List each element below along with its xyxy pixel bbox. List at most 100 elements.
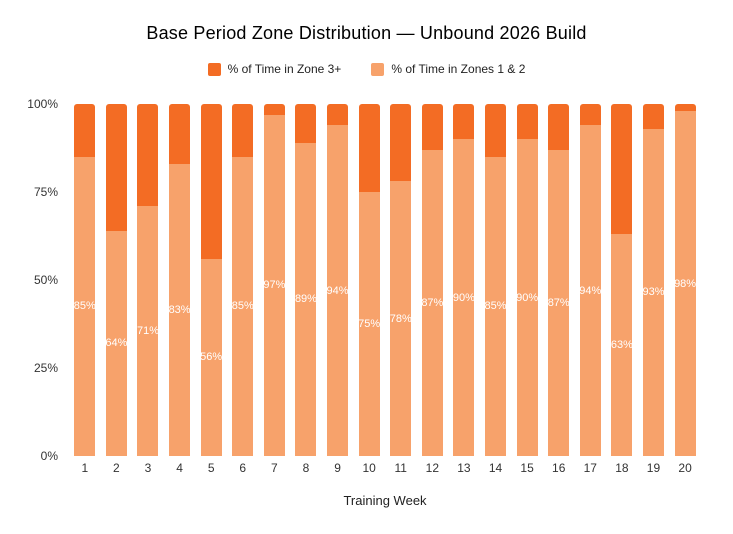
bar-column: 87% (543, 104, 575, 456)
x-tick-label: 18 (615, 461, 629, 475)
segment-zone3plus (453, 104, 475, 140)
bar-column: 85% (480, 104, 512, 456)
legend: % of Time in Zone 3+ % of Time in Zones … (0, 62, 733, 76)
x-tick-label: 9 (334, 461, 341, 475)
bar-column: 87% (417, 104, 449, 456)
x-tick-label: 17 (583, 461, 597, 475)
segment-zones-1-2: 85% (232, 156, 254, 456)
legend-item-zone3: % of Time in Zone 3+ (207, 62, 341, 76)
bar-column: 93% (638, 104, 670, 456)
stacked-bar: 90% (516, 104, 538, 456)
x-tick-label: 6 (239, 461, 247, 475)
x-tick-label: 13 (457, 461, 471, 475)
x-axis: 1 2 3 4 5 6 7 8 9 10 11 12 13 14 15 16 17 18 19 20 (69, 461, 701, 475)
bar-column: 94% (575, 104, 607, 456)
segment-zones-1-2: 75% (358, 192, 380, 456)
segment-zone3plus (421, 104, 443, 150)
bar-value-label: 98% (674, 277, 696, 290)
x-tick-label: 12 (425, 461, 439, 475)
legend-item-zones12: % of Time in Zones 1 & 2 (371, 62, 525, 76)
bar-value-label: 94% (327, 284, 349, 297)
segment-zone3plus (485, 104, 507, 157)
stacked-bar: 87% (548, 104, 570, 456)
legend-swatch-zone3 (207, 62, 221, 76)
x-tick-label: 2 (113, 461, 120, 475)
segment-zone3plus (200, 104, 222, 259)
bar-column: 78% (385, 104, 417, 456)
stacked-bar: 87% (421, 104, 443, 456)
bar-column: 75% (353, 104, 385, 456)
bar-value-label: 83% (169, 303, 191, 316)
x-tick-label: 8 (302, 461, 310, 475)
bar-value-label: 97% (263, 279, 285, 292)
y-tick-label: 0% (40, 449, 58, 463)
y-tick-label: 25% (33, 361, 58, 375)
bar-value-label: 64% (105, 337, 127, 350)
segment-zone3plus (358, 104, 380, 192)
segment-zones-1-2: 93% (642, 128, 664, 456)
stacked-bar: 98% (674, 104, 696, 456)
bar-column: 97% (259, 104, 291, 456)
stacked-bar: 85% (74, 104, 96, 456)
segment-zones-1-2: 78% (390, 181, 412, 456)
y-axis: 0% 25% 50% 75% 100% (0, 97, 58, 463)
x-tick-label: 11 (394, 461, 407, 475)
segment-zone3plus (390, 104, 412, 182)
x-tick-label: 5 (207, 461, 215, 475)
bar-value-label: 89% (295, 293, 317, 306)
segment-zones-1-2: 98% (674, 111, 696, 456)
x-tick-label: 19 (646, 461, 661, 475)
bar-value-label: 56% (200, 351, 222, 364)
bar-column: 89% (290, 104, 322, 456)
segment-zones-1-2: 94% (579, 125, 601, 456)
bar-value-label: 90% (516, 291, 538, 304)
bar-column: 83% (164, 104, 196, 456)
bar-column: 90% (448, 104, 480, 456)
bar-value-label: 93% (642, 286, 664, 299)
bar-value-label: 94% (579, 284, 601, 297)
bar-value-label: 85% (232, 300, 254, 313)
segment-zone3plus (169, 104, 191, 164)
x-tick-label: 14 (488, 461, 503, 475)
segment-zones-1-2: 85% (485, 156, 507, 456)
segment-zones-1-2: 90% (453, 139, 475, 456)
x-tick-label: 3 (144, 461, 152, 475)
segment-zone3plus (137, 104, 159, 207)
stacked-bar: 78% (390, 104, 412, 456)
segment-zones-1-2: 64% (105, 230, 127, 456)
segment-zone3plus (674, 104, 696, 112)
stacked-bar: 83% (169, 104, 191, 456)
stacked-bar: 71% (137, 104, 159, 456)
bar-column: 71% (132, 104, 164, 456)
segment-zone3plus (327, 104, 349, 126)
bar-column: 85% (69, 104, 101, 456)
segment-zone3plus (642, 104, 664, 129)
segment-zones-1-2: 85% (74, 156, 96, 456)
segment-zone3plus (263, 104, 285, 115)
stacked-bar: 63% (611, 104, 633, 456)
x-tick-label: 10 (362, 461, 376, 475)
chart-title: Base Period Zone Distribution — Unbound … (146, 23, 587, 43)
stacked-bar: 85% (232, 104, 254, 456)
bar-value-label: 87% (421, 296, 443, 309)
segment-zone3plus (232, 104, 254, 157)
bars-area: 85% 64% 71% 83% 56% 85% 97% 89% 94% 75% 78% 87% 90% 8… (69, 104, 701, 456)
segment-zone3plus (579, 104, 601, 126)
bar-value-label: 63% (611, 339, 633, 352)
segment-zones-1-2: 90% (516, 139, 538, 456)
x-tick-label: 16 (552, 461, 566, 475)
bar-column: 64% (101, 104, 133, 456)
segment-zones-1-2: 71% (137, 206, 159, 456)
bar-value-label: 87% (548, 296, 570, 309)
segment-zones-1-2: 56% (200, 258, 222, 456)
segment-zones-1-2: 63% (611, 234, 633, 456)
segment-zone3plus (548, 104, 570, 150)
x-tick-label: 7 (271, 461, 278, 475)
x-axis-title: Training Week (343, 493, 427, 508)
x-tick-label: 20 (678, 461, 692, 475)
stacked-bar: 94% (327, 104, 349, 456)
bar-column: 85% (227, 104, 259, 456)
segment-zones-1-2: 97% (263, 114, 285, 456)
bar-column: 63% (606, 104, 638, 456)
